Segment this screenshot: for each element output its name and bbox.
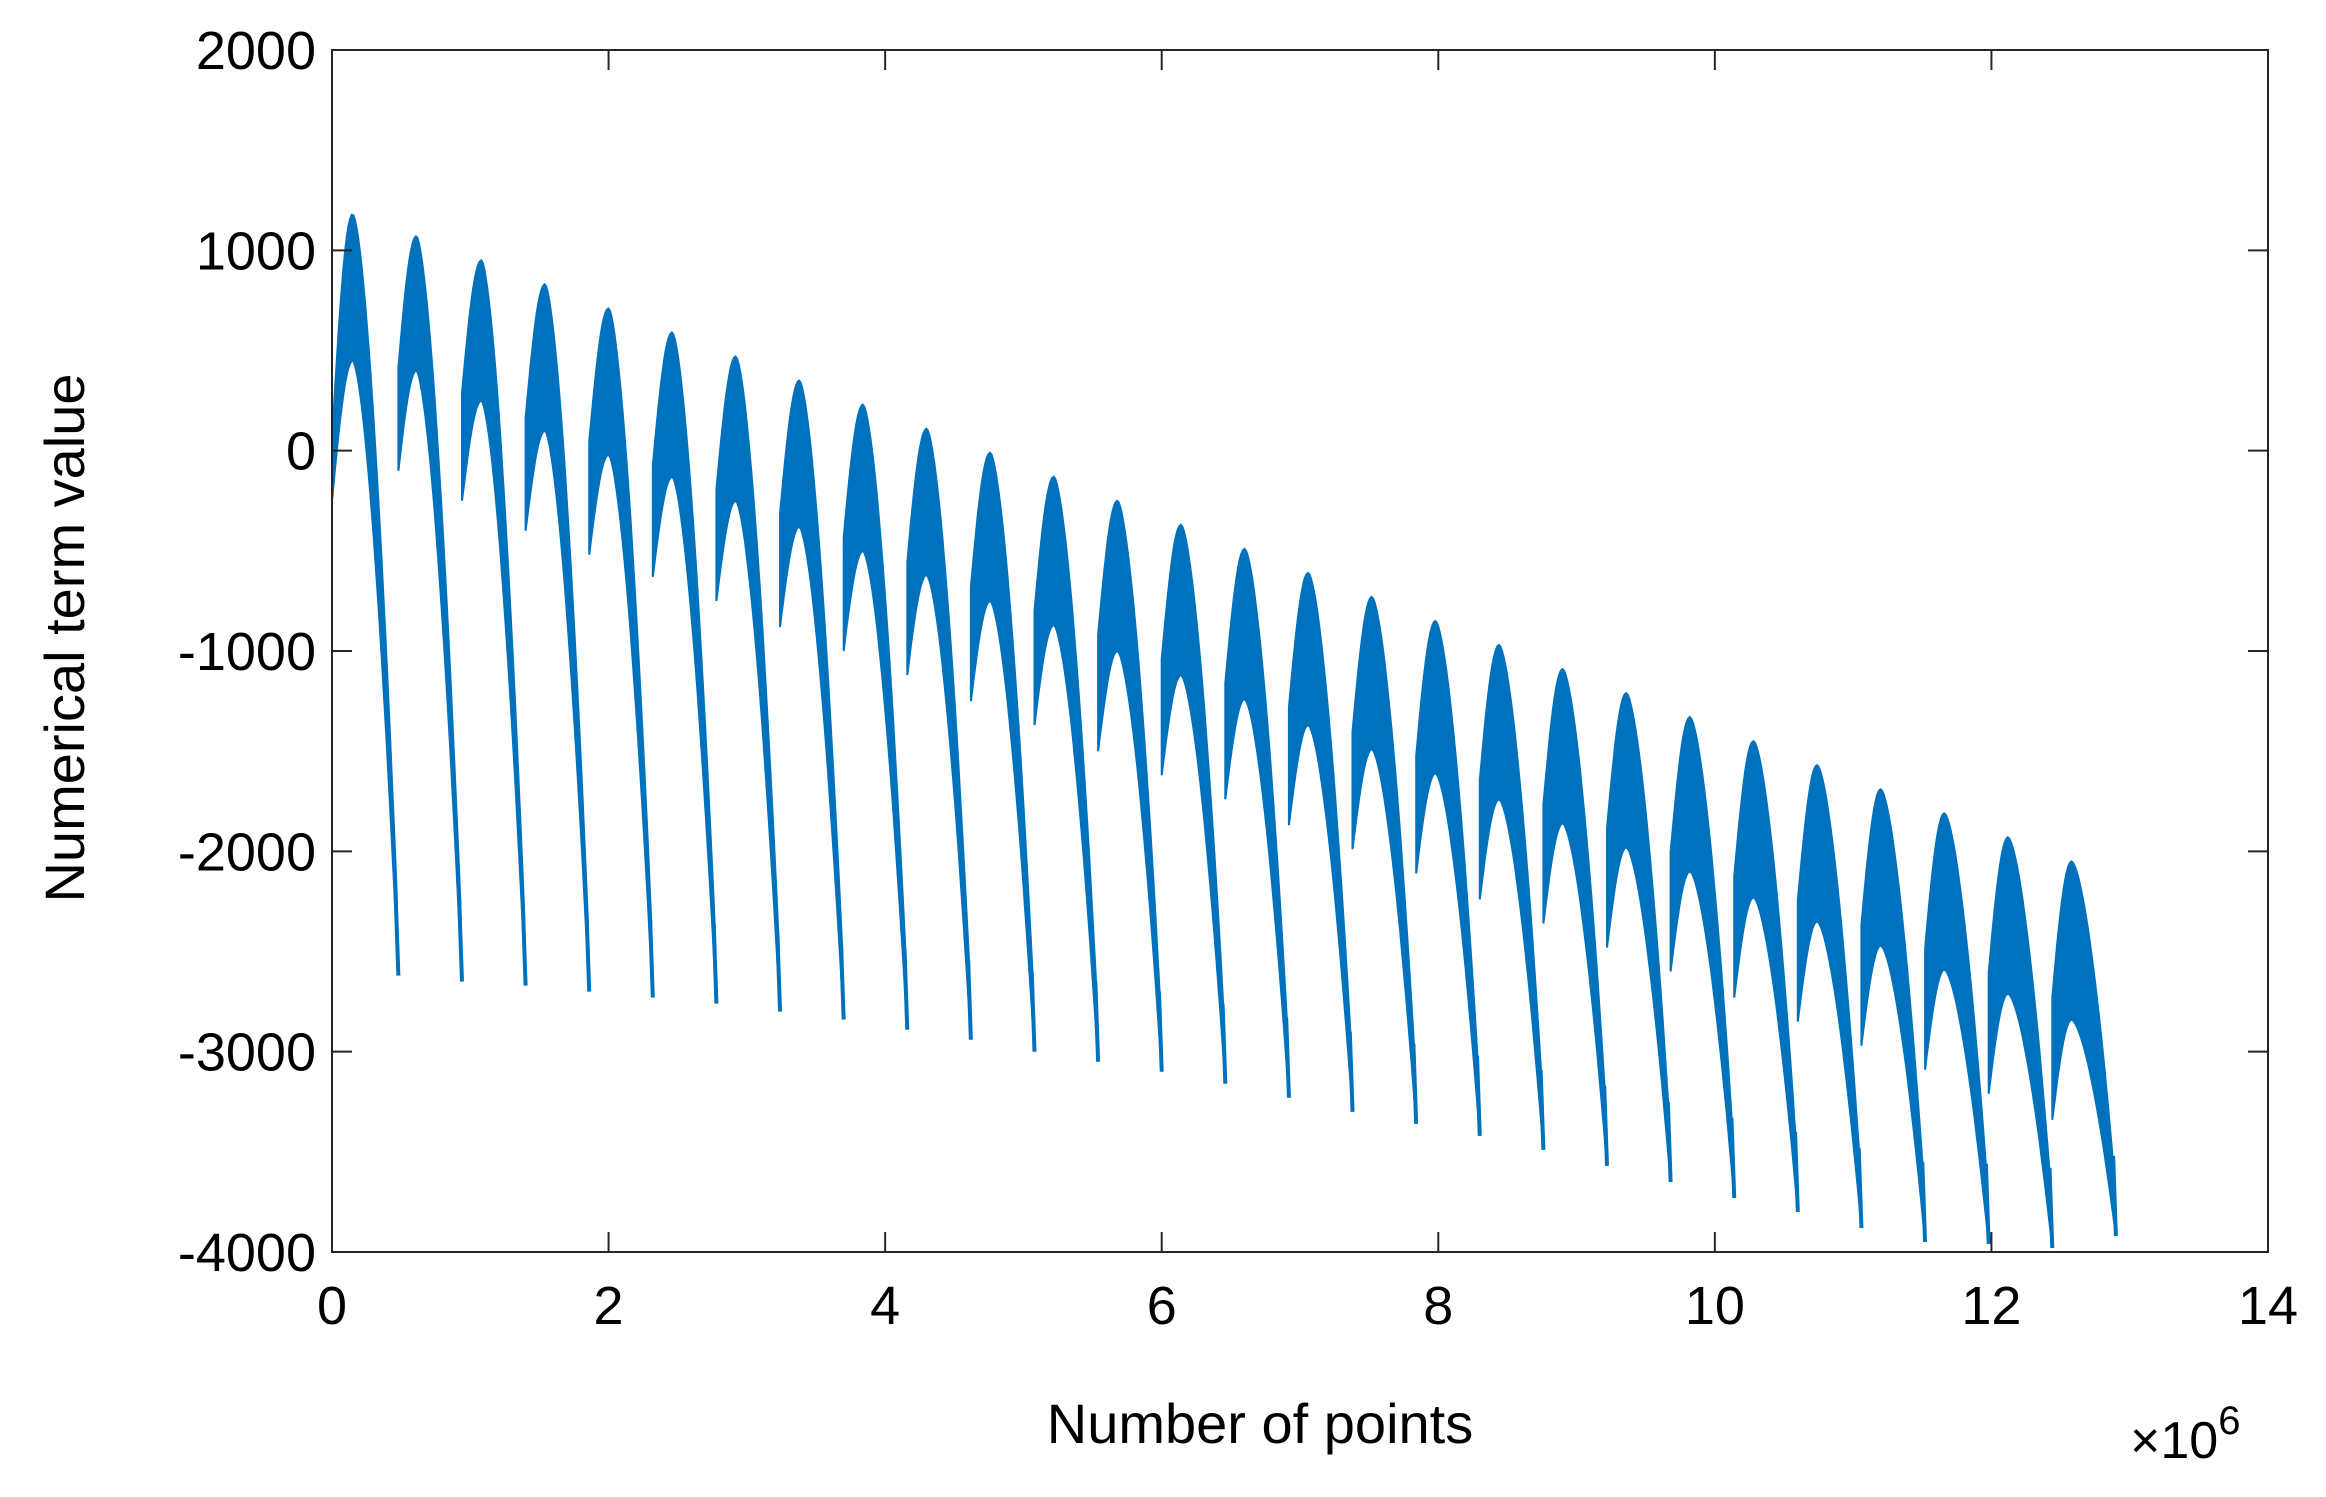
x-tick-label: 8 <box>1423 1276 1453 1336</box>
x-tick-label: 10 <box>1685 1276 1745 1336</box>
plot-series <box>331 213 2118 1249</box>
series-cycle-dip <box>838 939 846 1020</box>
series-cycle-dip <box>1538 1069 1546 1150</box>
series-cycle-dip <box>584 911 592 992</box>
x-axis-multiplier-exponent: 6 <box>2218 1399 2240 1443</box>
series-cycle-band <box>1160 523 1227 1084</box>
x-tick-label: 6 <box>1147 1276 1177 1336</box>
series-cycle-dip <box>711 923 719 1004</box>
series-cycle-band <box>1669 715 1736 1198</box>
series-cycle-dip <box>966 959 973 1040</box>
series-cycle-band <box>906 427 972 1040</box>
series-cycle-dip <box>2111 1155 2118 1237</box>
series-cycle-band <box>1097 499 1163 1072</box>
series-cycle-dip <box>1411 1043 1419 1124</box>
y-axis-title: Numerical term value <box>33 373 96 902</box>
series-cycle-band <box>969 451 1036 1052</box>
series-cycle-band <box>779 379 845 1020</box>
series-cycle-band <box>715 354 781 1012</box>
x-axis-title: Number of points <box>1047 1392 1473 1455</box>
series-cycle-dip <box>1093 981 1101 1062</box>
y-tick-label: -1000 <box>178 622 316 682</box>
x-tick-label: 14 <box>2238 1276 2298 1336</box>
x-tick-label: 4 <box>870 1276 900 1336</box>
y-tick-label: 0 <box>286 422 316 482</box>
x-tick-label: 0 <box>317 1276 347 1336</box>
series-cycle-dip <box>775 931 783 1012</box>
x-axis-multiplier: ×106 <box>2130 1399 2240 1470</box>
series-cycle-dip <box>1029 971 1037 1052</box>
series-cycle-band <box>1224 547 1290 1098</box>
series-cycle-band <box>331 213 400 976</box>
series-cycle-dip <box>1983 1163 1991 1245</box>
series-cycle-dip <box>1793 1131 1800 1213</box>
x-axis-ticks: 0 2 4 6 8 10 12 14 <box>317 50 2298 1336</box>
series-cycle-band <box>1542 667 1608 1166</box>
series-cycle-band <box>2051 860 2117 1237</box>
series-cycle-band <box>1033 475 1100 1062</box>
series-cycle-band <box>1733 739 1799 1212</box>
series-cycle-band <box>524 282 591 992</box>
series-cycle-band <box>588 306 654 998</box>
series-cycle-dip <box>1475 1055 1482 1136</box>
series-cycle-band <box>1287 571 1354 1112</box>
series-cycle-dip <box>2047 1167 2055 1249</box>
series-cycle-band <box>1924 811 1990 1245</box>
series-cycle-dip <box>1602 1085 1609 1166</box>
series-cycle-band <box>1415 619 1481 1136</box>
y-tick-label: 2000 <box>196 21 316 81</box>
series-cycle-band <box>1860 787 1927 1243</box>
series-cycle-band <box>1478 643 1545 1150</box>
series-cycle-dip <box>1220 1003 1228 1084</box>
series-cycle-dip <box>520 905 528 986</box>
series-cycle-dip <box>1347 1031 1355 1112</box>
series-cycle-dip <box>393 895 401 976</box>
y-axis-ticks: 2000 1000 0 -1000 -2000 -3000 -4000 <box>178 21 2268 1283</box>
series-cycle-dip <box>1284 1017 1291 1098</box>
y-tick-label: -2000 <box>178 822 316 882</box>
x-axis-multiplier-base: ×10 <box>2130 1412 2218 1470</box>
series-cycle-dip <box>1156 991 1164 1072</box>
series-cycle-dip <box>1665 1101 1673 1182</box>
series-cycle-band <box>1987 835 2054 1249</box>
series-cycle-dip <box>902 949 910 1030</box>
series-cycle-band <box>1351 595 1418 1124</box>
y-tick-label: -3000 <box>178 1023 316 1083</box>
x-tick-label: 12 <box>1961 1276 2021 1336</box>
y-tick-label: 1000 <box>196 221 316 281</box>
series-cycle-band <box>842 403 909 1030</box>
series-cycle-dip <box>457 901 464 982</box>
x-tick-label: 2 <box>594 1276 624 1336</box>
series-cycle-band <box>461 258 527 986</box>
series-cycle-dip <box>1856 1147 1864 1229</box>
series-cycle-dip <box>1920 1161 1928 1243</box>
series-cycle-band <box>1796 763 1863 1229</box>
series-cycle-band <box>651 330 718 1004</box>
series-cycle-dip <box>1729 1117 1737 1198</box>
series-cycle-band <box>1606 691 1672 1182</box>
series-cycle-dip <box>648 917 655 998</box>
y-tick-label: -4000 <box>178 1223 316 1283</box>
series-cycle-band <box>397 234 463 982</box>
